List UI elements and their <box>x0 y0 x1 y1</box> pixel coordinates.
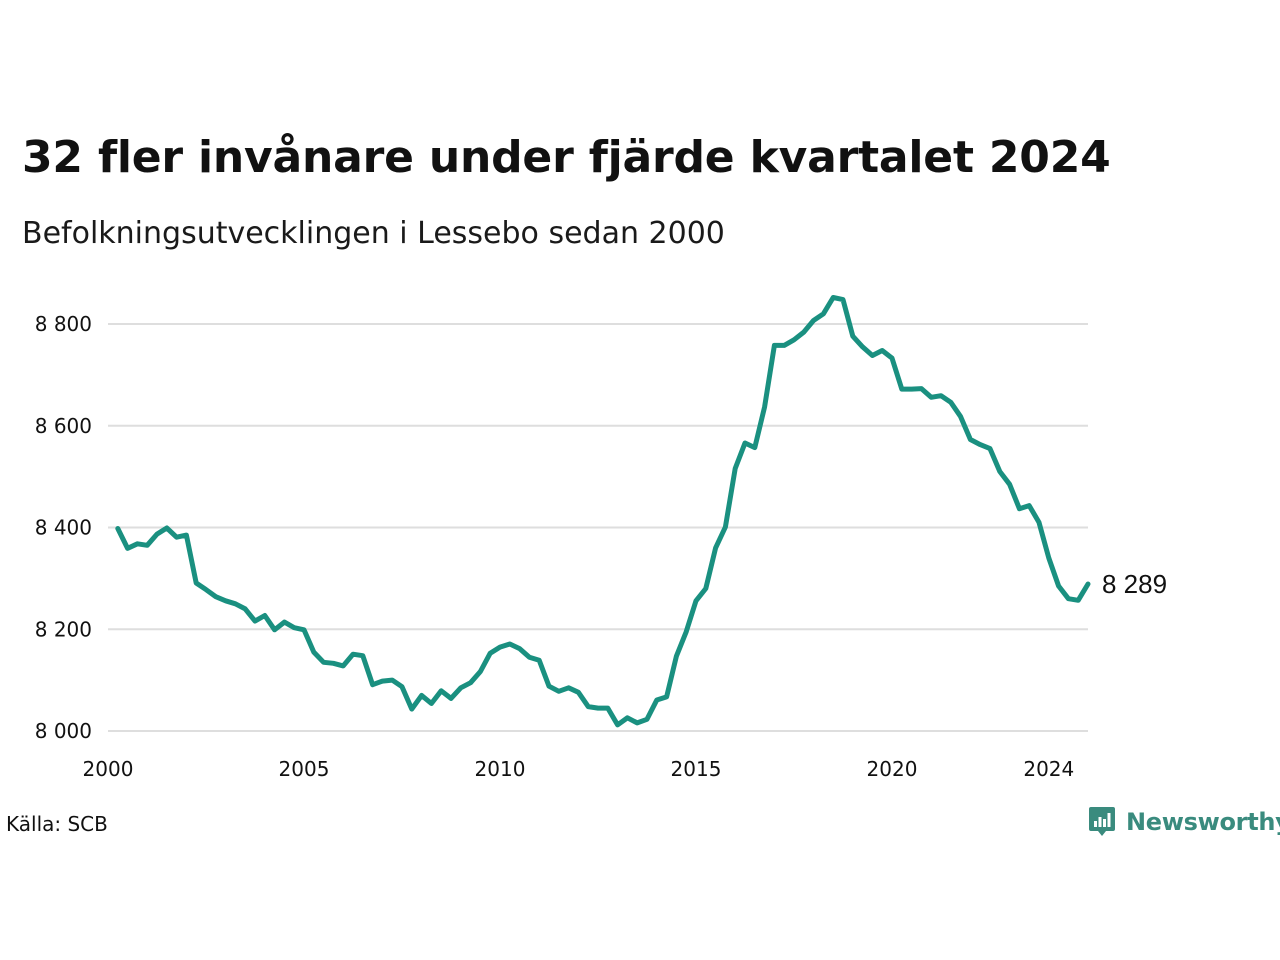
x-axis-ticks: 2000 2005 2010 2015 2020 2024 <box>83 757 1075 781</box>
y-tick-label-8400: 8 400 <box>35 516 92 540</box>
x-tick-label-2015: 2015 <box>671 757 722 781</box>
end-value-label: 8 289 <box>1102 569 1167 599</box>
y-axis-ticks: 8 000 8 200 8 400 8 600 8 800 <box>35 312 92 743</box>
brand-logo: Newsworthy <box>1088 804 1280 840</box>
brand-name: Newsworthy <box>1126 808 1280 836</box>
chart-title: 32 fler invånare under fjärde kvartalet … <box>22 132 1111 183</box>
series-line-0 <box>115 295 1091 728</box>
y-tick-label-8200: 8 200 <box>35 617 92 641</box>
y-tick-label-8000: 8 000 <box>35 719 92 743</box>
x-tick-label-2010: 2010 <box>475 757 526 781</box>
y-tick-label-8600: 8 600 <box>35 414 92 438</box>
x-tick-label-2024: 2024 <box>1023 757 1074 781</box>
gridlines <box>108 323 1088 732</box>
chart-subtitle: Befolkningsutvecklingen i Lessebo sedan … <box>22 216 725 251</box>
newsworthy-logo-icon <box>1089 807 1115 836</box>
x-tick-label-2020: 2020 <box>867 757 918 781</box>
x-tick-label-2000: 2000 <box>83 757 134 781</box>
y-tick-label-8800: 8 800 <box>35 312 92 336</box>
source-note: Källa: SCB <box>6 812 108 836</box>
x-tick-label-2005: 2005 <box>279 757 330 781</box>
series-layer <box>115 295 1091 728</box>
